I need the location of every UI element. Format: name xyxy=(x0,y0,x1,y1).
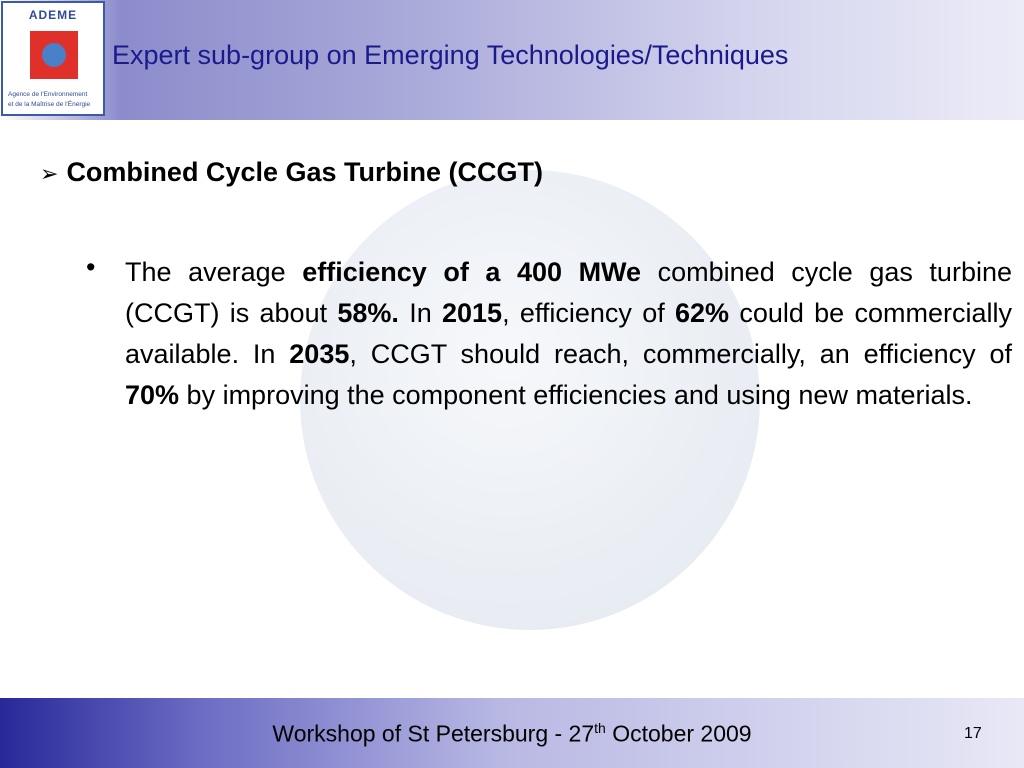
text: combined cycle gas turbine (CCGT) is abo… xyxy=(125,257,1012,328)
bold-text: 58%. xyxy=(337,298,399,328)
slide-title: Expert sub-group on Emerging Technologie… xyxy=(112,40,789,70)
heading-text: Combined Cycle Gas Turbine (CCGT) xyxy=(66,157,543,187)
logo-subtitle: et de la Maîtrise de l'Énergie xyxy=(8,101,91,108)
bold-text: 2035 xyxy=(289,339,350,369)
logo-emblem xyxy=(30,31,78,79)
header-bar: ADEME Agence de l'Environnement et de la… xyxy=(0,0,1024,120)
watermark-globe xyxy=(300,170,760,630)
bold-text: 70% xyxy=(125,380,180,410)
logo-subtitle: Agence de l'Environnement xyxy=(8,91,88,98)
text: The average xyxy=(125,257,303,287)
bold-text: efficiency of a 400 MWe xyxy=(302,257,642,287)
bullet: • xyxy=(86,252,96,282)
text: by improving the component efficiencies … xyxy=(179,380,973,410)
footer-bar: Workshop of St Petersburg - 27th October… xyxy=(0,698,1024,768)
footer-part: October 2009 xyxy=(605,720,752,747)
footer-text: Workshop of St Petersburg - 27th October… xyxy=(0,720,1024,748)
paragraph: The average efficiency of a 400 MWe comb… xyxy=(125,252,1012,416)
logo-name: ADEME xyxy=(28,8,78,22)
arrow-bullet: ➢ xyxy=(40,162,59,187)
text: In xyxy=(398,298,442,328)
logo-globe xyxy=(42,43,66,67)
bold-text: 62% xyxy=(675,298,730,328)
bold-text: 2015 xyxy=(442,298,503,328)
page-number: 17 xyxy=(964,725,982,742)
text: could be commercially available. In xyxy=(125,298,1012,369)
text: , efficiency of xyxy=(502,298,675,328)
footer-part: Workshop of St Petersburg - 27 xyxy=(272,720,595,747)
heading: ➢ Combined Cycle Gas Turbine (CCGT) xyxy=(40,157,543,188)
footer-superscript: th xyxy=(594,720,606,736)
text: , CCGT should reach, commercially, an ef… xyxy=(349,339,1012,369)
logo: ADEME Agence de l'Environnement et de la… xyxy=(1,1,105,116)
